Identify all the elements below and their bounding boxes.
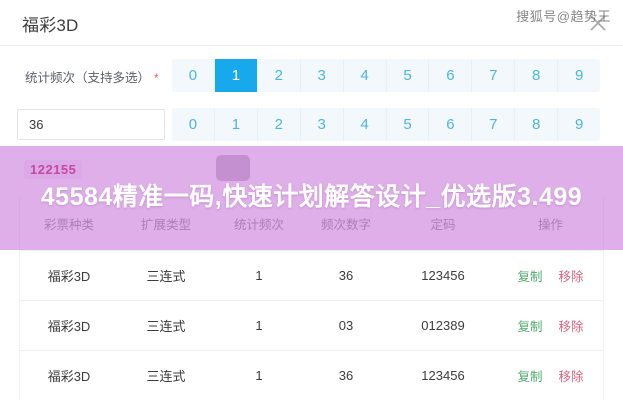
cell-freq-number: 03 bbox=[338, 318, 354, 333]
cell-frequency: 1 bbox=[255, 368, 263, 383]
frequency-row: 统计频次（支持多选） * 0 1 2 3 4 5 6 7 8 9 bbox=[0, 59, 623, 93]
cell-actions: 复制 移除 bbox=[498, 316, 603, 335]
cell-freq-number: 36 bbox=[338, 268, 354, 283]
count-digit-0[interactable]: 0 bbox=[172, 108, 215, 141]
count-digit-8[interactable]: 8 bbox=[515, 108, 559, 141]
watermark-label: 搜狐号@趋势王 bbox=[516, 9, 611, 24]
count-input[interactable] bbox=[17, 109, 165, 140]
frequency-digit-6[interactable]: 6 bbox=[429, 59, 473, 92]
count-digit-group[interactable]: 0 1 2 3 4 5 6 7 8 9 bbox=[172, 108, 600, 141]
copy-button[interactable]: 复制 bbox=[517, 370, 543, 384]
frequency-digit-3[interactable]: 3 bbox=[300, 59, 344, 92]
cell-freq-number: 36 bbox=[338, 368, 354, 383]
cell-ext-type: 三连式 bbox=[146, 269, 186, 284]
cell-actions: 复制 移除 bbox=[498, 366, 603, 385]
count-row: 0 1 2 3 4 5 6 7 8 9 bbox=[0, 108, 623, 142]
cell-ext-type: 三连式 bbox=[146, 319, 186, 334]
titlebar: 福彩3D 搜狐号@趋势王 bbox=[0, 0, 623, 46]
frequency-label: 统计频次（支持多选） * bbox=[25, 67, 159, 86]
close-icon[interactable] bbox=[587, 12, 609, 34]
count-digit-6[interactable]: 6 bbox=[429, 108, 473, 141]
count-digit-1[interactable]: 1 bbox=[214, 108, 258, 141]
page-title: 福彩3D bbox=[22, 16, 79, 35]
cell-lottery-type: 福彩3D bbox=[47, 319, 91, 334]
frequency-digit-8[interactable]: 8 bbox=[515, 59, 559, 92]
frequency-digit-4[interactable]: 4 bbox=[343, 59, 387, 92]
promo-overlay-text: 45584精准一码,快速计划解答设计_优选版3.499 bbox=[40, 183, 583, 212]
remove-button[interactable]: 移除 bbox=[558, 270, 584, 284]
cell-actions: 复制 移除 bbox=[498, 266, 603, 285]
cell-lottery-type: 福彩3D bbox=[47, 269, 91, 284]
count-digit-5[interactable]: 5 bbox=[386, 108, 430, 141]
cell-fixed-code: 123456 bbox=[421, 368, 465, 383]
cell-frequency: 1 bbox=[255, 268, 263, 283]
table-row: 福彩3D 三连式 1 36 123456 复制 移除 bbox=[20, 350, 603, 400]
remove-button[interactable]: 移除 bbox=[558, 320, 584, 334]
remove-button[interactable]: 移除 bbox=[558, 370, 584, 384]
copy-button[interactable]: 复制 bbox=[517, 320, 543, 334]
cell-fixed-code: 123456 bbox=[421, 268, 465, 283]
count-digit-9[interactable]: 9 bbox=[558, 108, 600, 141]
required-asterisk: * bbox=[154, 71, 159, 85]
frequency-digit-group[interactable]: 0 1 2 3 4 5 6 7 8 9 bbox=[172, 59, 600, 92]
frequency-digit-5[interactable]: 5 bbox=[386, 59, 430, 92]
table-row: 福彩3D 三连式 1 36 123456 复制 移除 bbox=[20, 250, 603, 300]
frequency-digit-2[interactable]: 2 bbox=[257, 59, 301, 92]
count-digit-2[interactable]: 2 bbox=[257, 108, 301, 141]
cell-ext-type: 三连式 bbox=[146, 369, 186, 384]
count-digit-4[interactable]: 4 bbox=[343, 108, 387, 141]
frequency-digit-7[interactable]: 7 bbox=[472, 59, 516, 92]
count-digit-7[interactable]: 7 bbox=[472, 108, 516, 141]
frequency-label-text: 统计频次（支持多选） bbox=[25, 71, 151, 85]
frequency-digit-1[interactable]: 1 bbox=[214, 59, 258, 92]
count-digit-3[interactable]: 3 bbox=[300, 108, 344, 141]
promo-overlay-banner: 45584精准一码,快速计划解答设计_优选版3.499 bbox=[0, 146, 623, 250]
frequency-digit-0[interactable]: 0 bbox=[172, 59, 215, 92]
cell-frequency: 1 bbox=[255, 318, 263, 333]
cell-fixed-code: 012389 bbox=[421, 318, 465, 333]
table-row: 福彩3D 三连式 1 03 012389 复制 移除 bbox=[20, 300, 603, 350]
copy-button[interactable]: 复制 bbox=[517, 270, 543, 284]
frequency-digit-9[interactable]: 9 bbox=[558, 59, 600, 92]
cell-lottery-type: 福彩3D bbox=[47, 369, 91, 384]
